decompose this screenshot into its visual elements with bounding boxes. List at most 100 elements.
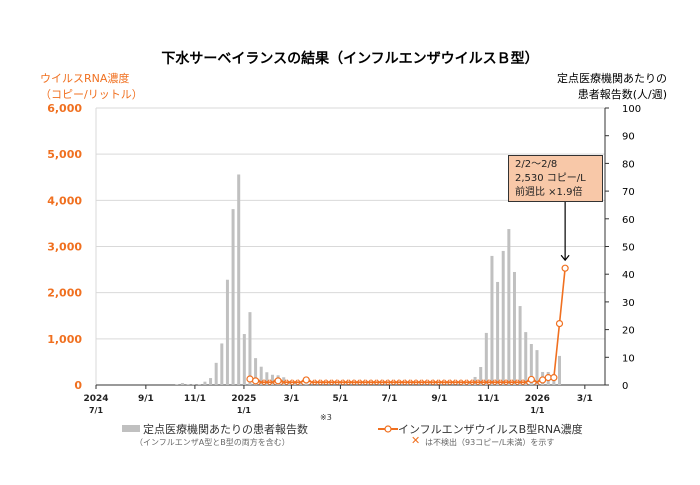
right-tick-label: 40	[622, 270, 635, 281]
not-detected-marker	[522, 379, 529, 386]
left-tick-label: 5,000	[47, 148, 82, 161]
right-tick-label: 30	[622, 298, 635, 309]
bar	[507, 229, 511, 385]
x-tick-label: 3/1	[577, 394, 593, 404]
bar	[524, 332, 528, 385]
not-detected-marker	[404, 379, 411, 386]
bar	[237, 174, 241, 385]
bar	[231, 209, 235, 385]
not-detected-marker	[365, 379, 371, 386]
legend-note-mark: ※3	[320, 413, 332, 422]
bar	[496, 281, 500, 385]
legend-bars-label: 定点医療機関あたりの患者報告数	[143, 423, 308, 436]
not-detected-marker	[376, 379, 383, 386]
not-detected-marker	[534, 379, 540, 386]
not-detected-marker	[494, 379, 501, 386]
rna-point	[302, 376, 310, 384]
left-tick-label: 3,000	[47, 241, 82, 254]
not-detected-marker	[421, 379, 428, 386]
not-detected-marker	[331, 379, 338, 386]
not-detected-marker	[449, 379, 456, 386]
not-detected-marker	[325, 379, 332, 386]
bar	[479, 366, 483, 385]
legend-line-swatch	[378, 425, 398, 433]
bar	[484, 332, 488, 385]
x-tick-sublabel: 1/1	[530, 406, 544, 415]
rna-point	[555, 319, 564, 328]
x-tick-sublabel: 1/1	[237, 406, 251, 415]
not-detected-marker	[309, 379, 315, 386]
not-detected-marker	[320, 379, 326, 386]
not-detected-marker	[483, 379, 490, 386]
x-tick-label: 2024	[83, 394, 108, 404]
not-detected-x-icon: ✕	[411, 434, 421, 447]
bar	[186, 384, 190, 385]
bar	[557, 355, 561, 385]
not-detected-marker	[432, 379, 439, 386]
bar	[304, 383, 308, 385]
right-tick-label: 0	[622, 381, 628, 392]
legend-bar-swatch	[122, 425, 140, 432]
rna-point	[251, 377, 260, 385]
not-detected-marker	[382, 379, 388, 386]
not-detected-marker	[354, 379, 360, 386]
annotation-line: 2/2～2/8	[515, 159, 558, 170]
bar	[467, 382, 471, 385]
left-tick-label: 1,000	[47, 333, 82, 346]
bar	[259, 366, 263, 385]
left-tick-label: 6,000	[47, 102, 82, 115]
not-detected-marker	[348, 379, 355, 386]
rna-point	[561, 264, 569, 272]
right-tick-label: 80	[622, 159, 635, 170]
bar	[501, 250, 505, 385]
annotation-line: 2,530 コピー/L	[515, 173, 586, 184]
rna-point	[550, 374, 558, 382]
not-detected-marker	[410, 379, 417, 386]
not-detected-marker	[460, 379, 467, 386]
not-detected-marker	[466, 379, 473, 386]
bar	[254, 358, 258, 385]
x-tick-label: 3/1	[283, 394, 299, 404]
bar	[220, 343, 224, 385]
legend-line-label: インフルエンザウイルスB型RNA濃度	[398, 423, 583, 436]
not-detected-marker	[370, 379, 377, 386]
bar	[512, 271, 516, 385]
bar	[265, 372, 269, 385]
not-detected-marker	[489, 379, 495, 386]
bar	[282, 377, 286, 385]
annotation-line: 前週比 ×1.9倍	[515, 187, 583, 198]
left-tick-label: 4,000	[47, 194, 82, 207]
rna-point	[527, 375, 535, 384]
left-tick-label: 0	[74, 379, 82, 392]
arrow-head-icon	[560, 254, 570, 262]
not-detected-marker	[359, 379, 366, 386]
bar	[473, 376, 477, 385]
not-detected-marker	[314, 379, 321, 386]
bar	[192, 384, 196, 385]
bar	[535, 350, 539, 385]
x-tick-label: 11/1	[477, 394, 499, 404]
right-tick-label: 10	[622, 353, 635, 364]
not-detected-marker	[297, 379, 304, 386]
not-detected-marker	[286, 379, 293, 386]
not-detected-marker	[472, 379, 478, 386]
right-tick-label: 70	[622, 187, 635, 198]
x-tick-label: 9/1	[138, 394, 154, 404]
x-tick-label: 2026	[525, 394, 550, 404]
bar	[180, 383, 184, 385]
bar	[203, 381, 207, 385]
not-detected-marker	[342, 379, 349, 386]
not-detected-marker	[517, 379, 523, 386]
rna-point	[274, 377, 282, 385]
bar	[175, 384, 179, 385]
not-detected-marker	[269, 379, 276, 386]
not-detected-marker	[263, 379, 270, 386]
chart-title: 下水サーベイランスの結果（インフルエンザウイルスＢ型）	[161, 51, 539, 67]
not-detected-marker	[477, 379, 484, 386]
bar	[270, 374, 274, 385]
x-tick-label: 9/1	[431, 394, 447, 404]
not-detected-marker	[399, 379, 405, 386]
rna-line	[249, 268, 566, 384]
